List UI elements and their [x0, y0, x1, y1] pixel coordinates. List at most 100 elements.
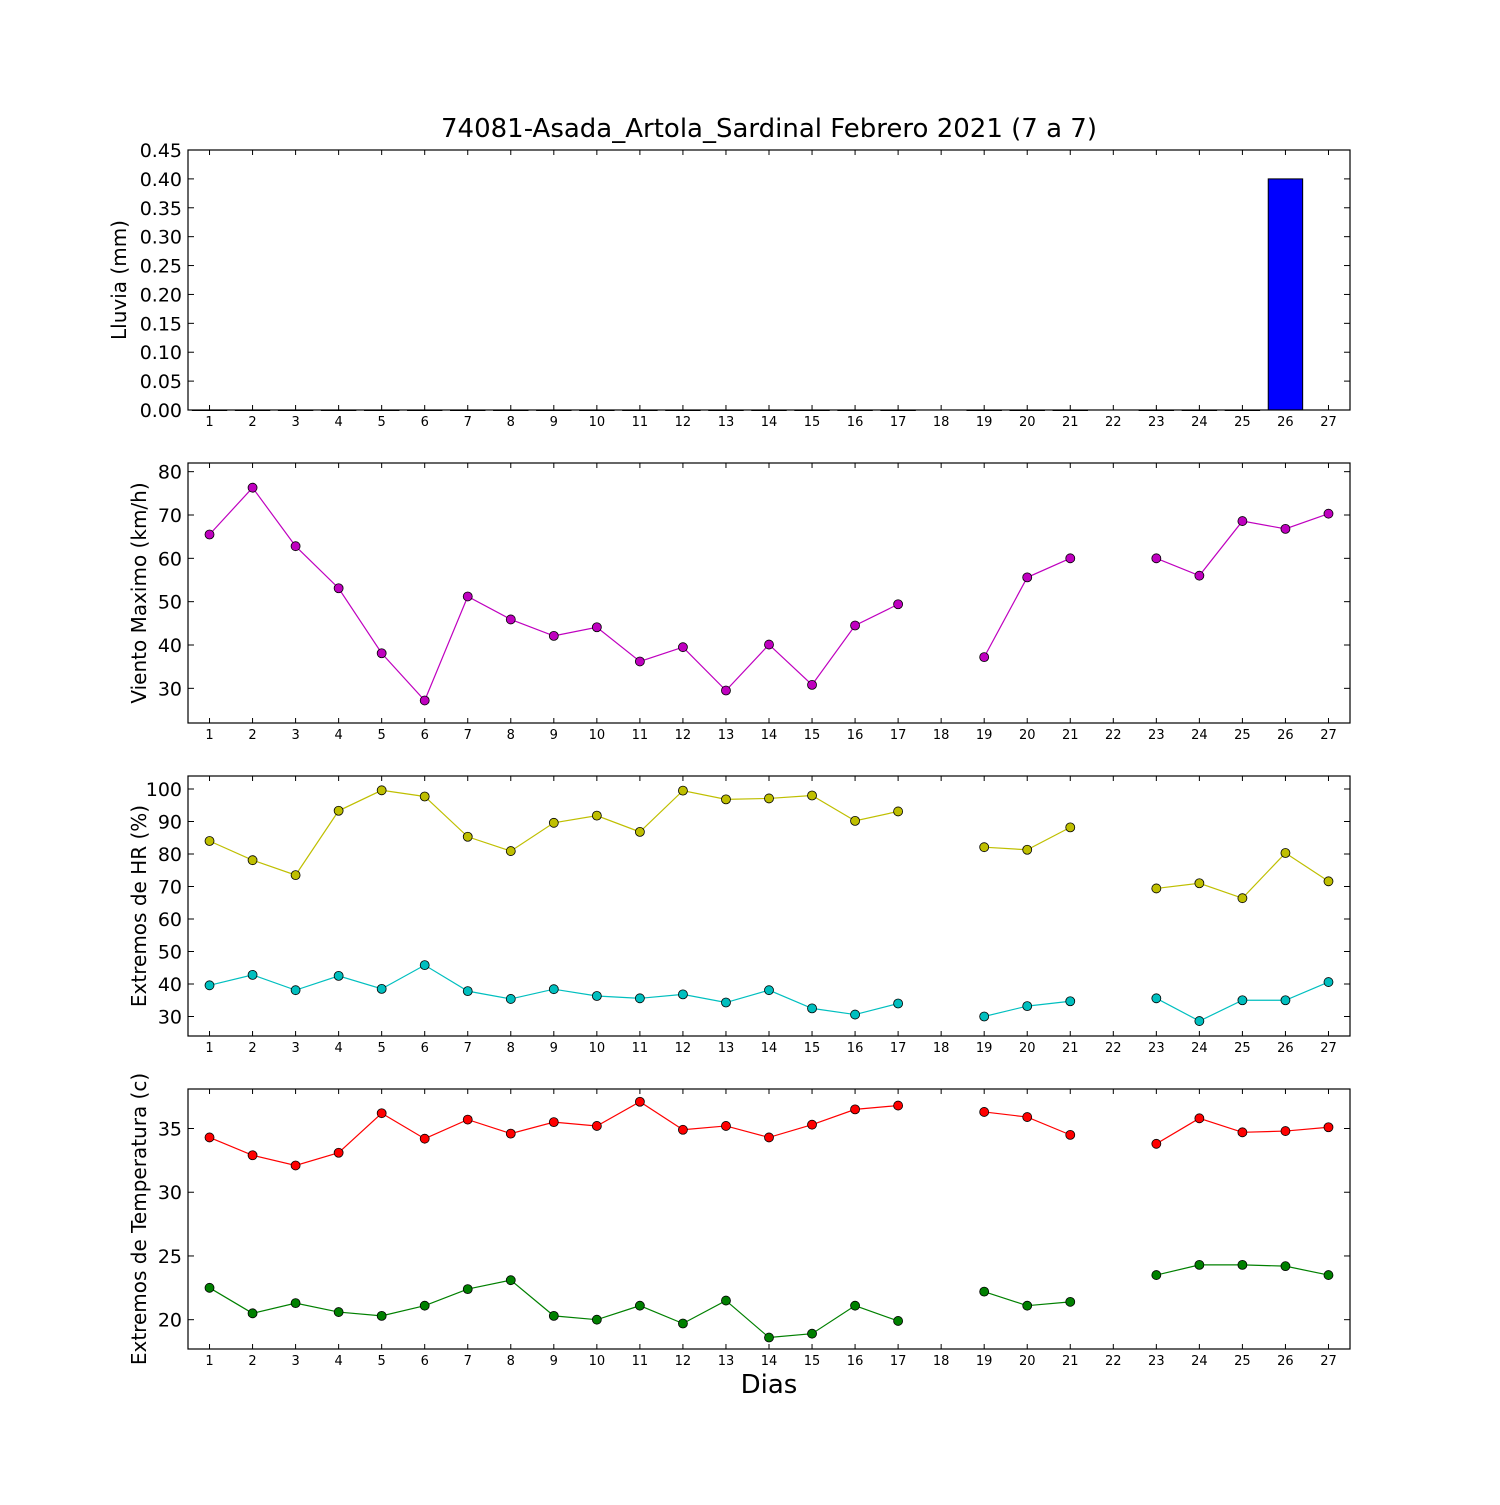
panel-2: 1 2 3 4 5 6 7 8 9 10 11 12 13 14 15 16 17 18 19 20 21 22 23 24 2…: [127, 462, 1351, 743]
x-tick-label: 22: [1105, 1041, 1122, 1056]
series-1-point: [548, 631, 559, 641]
x-tick-label: 9: [550, 415, 558, 430]
series-1-point: [204, 529, 215, 540]
series-1-point: [764, 639, 774, 650]
series-2-point: [850, 1300, 860, 1311]
series-1-point: [893, 1100, 904, 1111]
x-tick-label: 13: [718, 1041, 735, 1056]
x-tick-label: 25: [1234, 1041, 1251, 1056]
x-tick-label: 12: [675, 415, 692, 430]
x-tick-label: 24: [1191, 728, 1208, 743]
series-2-point: [505, 994, 516, 1004]
y-tick-label: 50: [158, 592, 182, 614]
series-1-point: [376, 1108, 387, 1119]
x-tick-label: 23: [1148, 1041, 1165, 1056]
series-1-point: [1022, 844, 1033, 855]
x-tick-label: 19: [976, 1354, 993, 1369]
chart-title: 74081-Asada_Artola_Sardinal Febrero 2021…: [441, 114, 1097, 144]
x-tick-label: 4: [334, 415, 342, 430]
series-2-point: [1022, 1300, 1033, 1311]
series-1-point: [419, 1133, 430, 1144]
series-2-point: [721, 1295, 731, 1306]
series-1-point: [290, 1160, 301, 1171]
series-1-point: [204, 836, 215, 846]
series-2-point: [1194, 1259, 1205, 1270]
series-2-point: [893, 998, 904, 1009]
series-1-point: [1237, 1127, 1248, 1138]
series-2-point: [1237, 995, 1248, 1006]
x-tick-label: 25: [1234, 1354, 1251, 1369]
y-tick-label: 0.40: [140, 169, 182, 191]
series-2-point: [376, 1310, 387, 1321]
x-tick-label: 10: [589, 415, 606, 430]
x-tick-label: 9: [550, 1354, 558, 1369]
y-tick-label: 30: [158, 678, 182, 700]
x-tick-label: 4: [334, 1041, 342, 1056]
series-1-point: [1237, 516, 1248, 526]
series-1-point: [1022, 1112, 1033, 1122]
series-1-point: [333, 583, 344, 594]
y-tick-label: 80: [158, 462, 182, 484]
x-tick-label: 14: [761, 415, 778, 430]
x-tick-label: 15: [804, 1041, 821, 1056]
series-1-point: [505, 1128, 516, 1139]
y-tick-label: 40: [158, 974, 182, 996]
x-tick-label: 21: [1062, 1354, 1079, 1369]
x-tick-label: 10: [589, 1041, 606, 1056]
series-1-point: [1323, 508, 1334, 519]
series-1-point: [979, 652, 990, 663]
y-tick-label: 90: [158, 812, 182, 834]
y-tick-label: 20: [158, 1310, 182, 1332]
x-tick-label: 16: [847, 415, 864, 430]
x-tick-label: 9: [550, 728, 558, 743]
series-2-point: [247, 970, 258, 980]
x-tick-label: 24: [1191, 1354, 1208, 1369]
series-1-point: [247, 1150, 258, 1161]
series-1-point: [807, 1119, 817, 1130]
x-tick-label: 15: [804, 728, 821, 743]
series-2-point: [204, 1282, 215, 1293]
x-tick-label: 21: [1062, 728, 1079, 743]
series-1-point: [1280, 848, 1291, 858]
series-2-point: [678, 1318, 688, 1329]
series-1-point: [462, 591, 473, 602]
series-1-point: [333, 1147, 344, 1158]
x-tick-label: 2: [248, 415, 256, 430]
x-tick-label: 2: [248, 1041, 256, 1056]
series-1-point: [634, 656, 645, 667]
y-tick-label: 60: [158, 548, 182, 570]
series-1-point: [1194, 570, 1205, 581]
y-axis-label: Extremos de Temperatura (c): [127, 1073, 151, 1365]
x-tick-label: 17: [890, 415, 907, 430]
series-2-point: [678, 989, 688, 1000]
y-tick-label: 40: [158, 635, 182, 657]
series-2-point: [290, 1298, 301, 1309]
y-tick-label: 0.15: [140, 313, 182, 335]
series-1-point: [1065, 822, 1076, 833]
x-tick-label: 16: [847, 1354, 864, 1369]
x-axis-label: Dias: [740, 1370, 798, 1400]
y-axis-label: Lluvia (mm): [107, 220, 131, 340]
series-1-point: [376, 785, 387, 796]
series-1-point: [764, 1132, 774, 1143]
series-1-point: [290, 870, 301, 881]
series-2-point: [1151, 1270, 1162, 1280]
bar: [1267, 178, 1304, 411]
series-1-point: [333, 805, 344, 816]
series-2-point: [419, 960, 430, 971]
y-tick-label: 30: [158, 1182, 182, 1204]
series-2-point: [893, 1316, 904, 1326]
x-tick-label: 21: [1062, 415, 1079, 430]
x-tick-label: 27: [1320, 1041, 1337, 1056]
x-tick-label: 26: [1277, 1354, 1294, 1369]
y-tick-label: 50: [158, 942, 182, 964]
series-2-point: [1323, 1270, 1334, 1280]
y-tick-label: 0.45: [140, 140, 182, 162]
x-tick-label: 18: [933, 1354, 950, 1369]
x-tick-label: 1: [205, 415, 213, 430]
series-1-point: [505, 614, 516, 625]
series-2-point: [979, 1011, 990, 1022]
series-1-point: [678, 1124, 688, 1135]
series-2-point: [333, 1307, 344, 1317]
panel-1: 1 2 3 4 5 6 7 8 9 10 11 12 13 14 15 16 17 18 19 20 21 22 23 24 2…: [107, 140, 1351, 430]
